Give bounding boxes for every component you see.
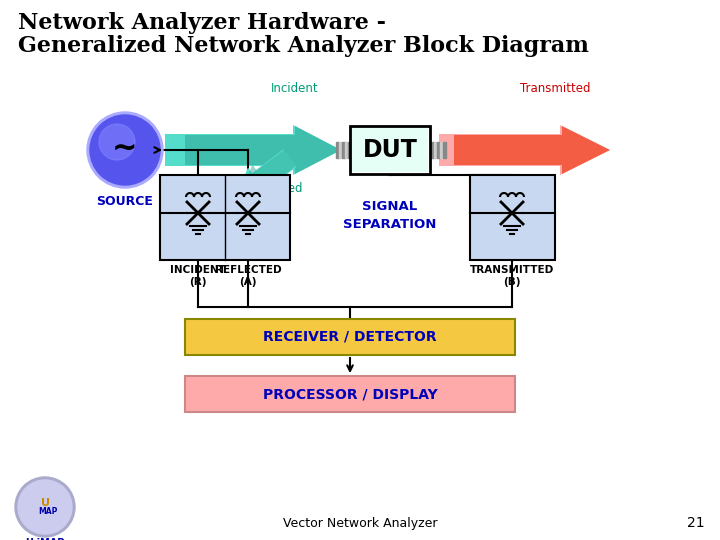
Bar (443, 142, 446, 158)
Text: MAP: MAP (38, 508, 58, 516)
Circle shape (18, 480, 72, 534)
Polygon shape (185, 126, 341, 174)
Text: Reflected: Reflected (248, 182, 304, 195)
Circle shape (15, 477, 75, 537)
Circle shape (87, 112, 163, 188)
Polygon shape (454, 126, 610, 174)
Text: SIGNAL
SEPARATION: SIGNAL SEPARATION (343, 199, 437, 231)
Bar (440, 142, 443, 158)
Text: RECEIVER / DETECTOR: RECEIVER / DETECTOR (264, 330, 437, 344)
Text: U·iMAP: U·iMAP (25, 538, 65, 540)
FancyBboxPatch shape (352, 128, 428, 172)
Text: SOURCE: SOURCE (96, 195, 153, 208)
Text: U: U (40, 498, 50, 508)
FancyBboxPatch shape (160, 175, 290, 260)
Text: Generalized Network Analyzer Block Diagram: Generalized Network Analyzer Block Diagr… (18, 35, 589, 57)
Text: Network Analyzer Hardware -: Network Analyzer Hardware - (18, 12, 386, 34)
Polygon shape (235, 149, 297, 200)
Text: TRANSMITTED
(B): TRANSMITTED (B) (470, 265, 554, 287)
Text: REFLECTED
(A): REFLECTED (A) (215, 265, 282, 287)
Bar (434, 142, 437, 158)
FancyBboxPatch shape (350, 126, 430, 174)
Polygon shape (240, 150, 296, 195)
Text: INCIDENT
(R): INCIDENT (R) (170, 265, 226, 287)
Bar (348, 142, 351, 158)
Bar (345, 142, 348, 158)
FancyBboxPatch shape (185, 376, 515, 412)
FancyBboxPatch shape (470, 175, 555, 260)
Polygon shape (165, 125, 341, 175)
Text: Vector Network Analyzer: Vector Network Analyzer (283, 517, 437, 530)
Bar (437, 142, 440, 158)
Bar (336, 142, 339, 158)
Text: DUT: DUT (363, 138, 418, 162)
Text: Incident: Incident (271, 82, 319, 95)
Bar (431, 142, 434, 158)
FancyBboxPatch shape (185, 319, 515, 355)
Bar (342, 142, 345, 158)
Circle shape (90, 115, 160, 185)
Bar (339, 142, 342, 158)
Text: 21: 21 (688, 516, 705, 530)
Polygon shape (439, 125, 610, 175)
Circle shape (99, 124, 135, 160)
Text: PROCESSOR / DISPLAY: PROCESSOR / DISPLAY (263, 387, 437, 401)
Text: Transmitted: Transmitted (520, 82, 590, 95)
Text: ~: ~ (112, 133, 138, 163)
